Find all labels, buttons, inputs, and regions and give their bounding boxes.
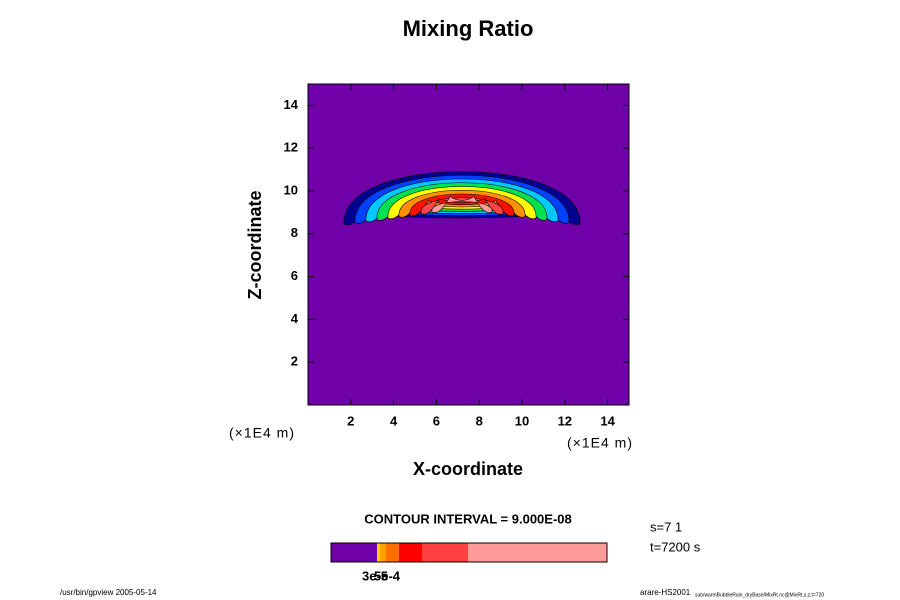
plot-area (307, 83, 630, 406)
y-axis-label: Z-coordinate (245, 190, 265, 299)
y-tick-label: 14 (284, 97, 299, 112)
x-axis-label: X-coordinate (413, 459, 523, 479)
y-unit: (×1E4 m) (229, 425, 295, 441)
x-tick-label: 14 (600, 413, 615, 428)
footer-right: arare-HS2001 (640, 588, 691, 597)
colorbar-segment (468, 543, 607, 562)
contour-interval: CONTOUR INTERVAL = 9.000E-08 (364, 511, 571, 526)
x-tick-label: 6 (433, 413, 440, 428)
colorbar-segment (386, 543, 399, 562)
y-tick-label: 6 (291, 268, 298, 283)
chart-title: Mixing Ratio (403, 16, 534, 41)
y-tick-label: 8 (291, 225, 298, 240)
colorbar-segment (422, 543, 468, 562)
colorbar-label: 3e-5 (362, 568, 388, 583)
colorbar-frame (330, 542, 608, 563)
x-tick-label: 12 (558, 413, 572, 428)
annotation: s=7 1 (650, 519, 682, 534)
y-tick-label: 2 (291, 354, 298, 369)
annotation: t=7200 s (650, 539, 701, 554)
x-tick-label: 10 (515, 413, 529, 428)
x-tick-label: 2 (347, 413, 354, 428)
x-tick-label: 8 (476, 413, 483, 428)
axes: 2 4 6 8 10 12 14 2 4 6 8 10 12 14 (284, 84, 629, 428)
x-tick-label: 4 (390, 413, 398, 428)
contour-band (431, 195, 493, 213)
colorbar: 3e-5 5e-4 (330, 542, 608, 583)
colorbar-segment (380, 543, 386, 562)
y-tick-label: 12 (284, 140, 298, 155)
colorbar-label: 5e-4 (374, 568, 401, 583)
x-unit: (×1E4 m) (567, 435, 633, 451)
y-tick-label: 10 (284, 182, 298, 197)
colorbar-segment (399, 543, 422, 562)
footer-left: /usr/bin/gpview 2005-05-14 (60, 588, 157, 597)
colorbar-segment (331, 543, 377, 562)
footer-right-small: sub/warmBubbleRain_dryBase/MixRt.nc@MixR… (695, 592, 824, 598)
y-tick-label: 4 (291, 311, 299, 326)
contour-field (343, 171, 581, 226)
colorbar-segment (377, 543, 380, 562)
